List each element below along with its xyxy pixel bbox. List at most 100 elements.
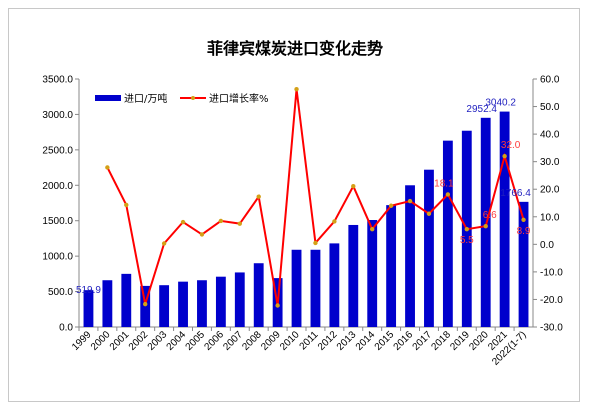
line-point [388,203,394,208]
line-point [521,217,526,223]
line-point [332,219,337,224]
line-data-label: 5.5 [460,235,474,246]
x-tick-label: 2018 [429,329,453,353]
bar-data-label: 2952.4 [466,104,497,115]
bar [329,243,340,327]
x-tick-label: 2005 [184,329,208,353]
bar [121,273,132,327]
chart-frame: 菲律宾煤炭进口变化走势 0.0 500.0 1000.0 1500.0 2000.0 25… [8,8,580,402]
y-right-tick-label: -10.0 [540,267,563,278]
line-data-label: 6.6 [483,210,497,221]
line-point [445,192,451,197]
x-tick-label: 2014 [354,329,378,353]
line-data-label: 32.0 [501,140,521,151]
line-point [105,165,110,170]
chart-svg: 菲律宾煤炭进口变化走势 0.0 500.0 1000.0 1500.0 2000.0 25… [42,39,563,368]
bar [405,185,415,327]
line-point [218,218,224,224]
x-tick-label: 2012 [316,329,340,353]
line-point [483,223,488,229]
bar [348,224,359,327]
line-point [370,226,375,232]
x-tick-label: 2020 [467,329,491,353]
y-right-tick-label: 50.0 [540,102,560,113]
chart-title: 菲律宾煤炭进口变化走势 [207,39,383,58]
bar [197,280,207,327]
line-point [124,202,129,208]
x-tick-label: 2009 [259,329,283,353]
x-tick-label: 2004 [165,329,189,353]
line-point [464,226,469,232]
x-tick-label: 2019 [448,329,472,353]
x-tick-label: 2002 [127,329,151,353]
bar [178,281,188,327]
line-point [426,211,432,216]
bar [499,111,510,328]
bar [83,290,94,327]
x-tick-label: 2000 [89,329,113,353]
legend-bar-label: 进口/万吨 [124,92,167,105]
line-data-label: 8.9 [517,226,531,237]
x-tick-label: 2016 [392,329,416,353]
y-left-tick-label: 1000.0 [42,252,73,263]
bar [253,263,264,327]
bar [291,249,302,327]
x-tick-label: 2011 [298,329,321,352]
bar [367,220,378,327]
line-point [351,183,356,189]
line-point [161,241,167,246]
y-left-tick-label: 2000.0 [42,181,73,192]
x-tick-label: 2017 [411,329,435,353]
x-tick-label: 1999 [70,329,94,353]
x-tick-label: 2008 [240,329,264,353]
bar [159,285,170,327]
line-point [294,86,299,92]
bar [234,272,245,327]
legend-line-marker [191,96,195,100]
x-tick-label: 2001 [108,329,132,353]
line-point [407,198,413,204]
bar [215,276,226,327]
line-point [313,240,318,246]
y-right-tick-label: 20.0 [540,185,560,196]
y-left-tick-label: 0.0 [59,323,73,334]
legend: 进口/万吨 进口增长率% [95,92,269,105]
line-point [143,301,148,307]
x-tick-label: 2010 [278,329,302,353]
y-left-tick-label: 3500.0 [42,75,73,86]
line-series [105,86,526,308]
x-tick-label: 2007 [221,329,245,353]
y-left-tick-label: 3000.0 [42,110,73,121]
line-data-label: 18.1 [434,178,454,189]
line-point [502,153,507,159]
bar [140,285,151,327]
bar [102,280,113,327]
x-tick-label: 2015 [373,329,397,353]
y-left-tick-label: 1500.0 [42,216,73,227]
x-tick-label: 2013 [335,329,359,353]
bar [518,201,529,327]
bar [442,140,453,327]
y-right-tick-label: 0.0 [540,240,554,251]
bar [424,169,434,327]
bar [386,205,397,327]
y-right-tick-label: -20.0 [540,295,563,306]
bar-data-label: 519.9 [76,285,101,296]
chart-axes: 0.0 500.0 1000.0 1500.0 2000.0 2500.0 3000.0 35… [42,75,563,368]
bar-data-label: 3040.2 [485,98,516,109]
legend-bar-swatch [95,95,121,101]
x-tick-label: 2003 [146,329,170,353]
y-right-tick-label: 40.0 [540,130,560,141]
y-right-tick-label: 10.0 [540,212,560,223]
y-right-tick-label: 60.0 [540,75,560,86]
bar-data-label: 1766.4 [500,188,531,199]
line-point [237,221,242,226]
x-tick-label: 2006 [202,329,226,353]
line-point [180,219,186,225]
y-right-tick-label: 30.0 [540,157,560,168]
bar [310,249,321,327]
y-left-tick-label: 500.0 [48,287,73,298]
y-right-tick-label: -30.0 [540,323,563,334]
y-left-tick-label: 2500.0 [42,145,73,156]
line-point [256,194,261,199]
